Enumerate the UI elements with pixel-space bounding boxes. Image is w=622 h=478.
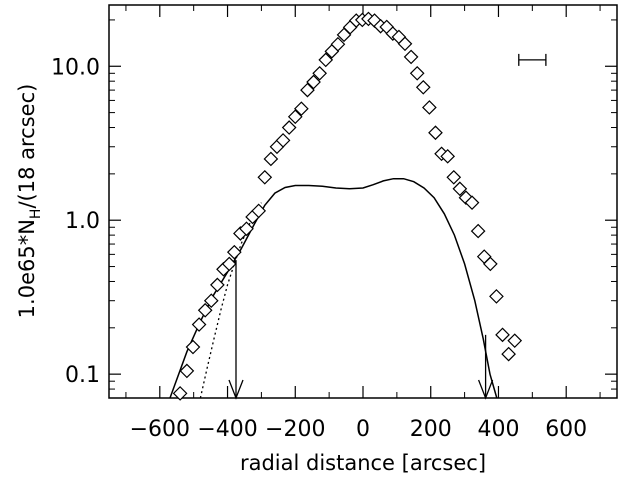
down-arrow xyxy=(477,334,494,400)
data-point xyxy=(495,327,510,343)
data-point xyxy=(226,244,242,260)
data-point xyxy=(210,277,225,293)
data-point xyxy=(239,221,254,237)
data-markers xyxy=(172,11,523,401)
data-point xyxy=(179,363,195,379)
data-point xyxy=(409,65,425,81)
data-point xyxy=(330,36,346,52)
axis-tick-labels: −600 −400 −200 0 200 400 600 0.1 1.0 10.0 xyxy=(51,55,587,442)
x-tick-label: 0 xyxy=(356,417,370,442)
data-point xyxy=(197,302,213,318)
error-bar xyxy=(518,53,547,66)
axis-ticks xyxy=(109,5,617,398)
data-point xyxy=(428,125,443,141)
data-point xyxy=(294,101,309,117)
y-tick-label: 10.0 xyxy=(51,55,100,80)
down-arrow-head xyxy=(477,379,494,400)
x-tick-label: −400 xyxy=(197,417,257,442)
y-axis-label: 1.0e65*NH/(18 arcsec) xyxy=(15,84,44,319)
x-tick-label: 600 xyxy=(545,417,587,442)
data-point xyxy=(415,79,431,95)
data-point xyxy=(464,195,480,211)
data-point xyxy=(185,339,201,355)
data-point xyxy=(306,74,321,90)
data-point xyxy=(397,36,413,52)
data-point xyxy=(482,256,498,272)
plot-frame xyxy=(108,4,618,399)
data-point xyxy=(221,256,237,272)
down-arrow-head xyxy=(228,379,244,400)
data-point xyxy=(440,148,456,164)
y-tick-label: 1.0 xyxy=(65,209,100,234)
x-tick-label: 200 xyxy=(410,417,452,442)
data-point xyxy=(470,223,486,239)
data-point xyxy=(172,386,188,401)
data-point xyxy=(300,82,315,98)
data-point xyxy=(191,317,207,332)
data-point xyxy=(452,181,468,197)
data-point xyxy=(489,289,504,304)
data-point xyxy=(318,52,334,68)
data-point xyxy=(263,151,279,167)
dotted-model-curve xyxy=(199,202,262,399)
x-axis-label: radial distance [arcsec] xyxy=(240,451,486,475)
data-point xyxy=(251,203,267,219)
y-axis-label-main: 1.0e65*N xyxy=(15,219,39,318)
x-tick-label: 400 xyxy=(477,417,519,442)
data-point xyxy=(257,169,273,185)
data-point xyxy=(446,169,462,185)
data-point xyxy=(287,109,303,125)
data-point xyxy=(275,133,291,148)
y-tick-label: 0.1 xyxy=(65,363,100,388)
data-point xyxy=(507,333,523,349)
data-point xyxy=(281,120,297,135)
data-point xyxy=(203,293,219,309)
x-tick-label: −200 xyxy=(265,417,325,442)
data-point xyxy=(312,65,327,81)
x-tick-label: −600 xyxy=(130,417,190,442)
data-point xyxy=(422,100,437,115)
arrow-markers xyxy=(228,260,494,400)
y-axis-label-tail: /(18 arcsec) xyxy=(15,84,39,209)
down-arrow xyxy=(228,260,244,400)
data-point xyxy=(501,346,516,362)
data-point xyxy=(403,49,419,65)
y-axis-label-subscript: H xyxy=(28,209,44,220)
